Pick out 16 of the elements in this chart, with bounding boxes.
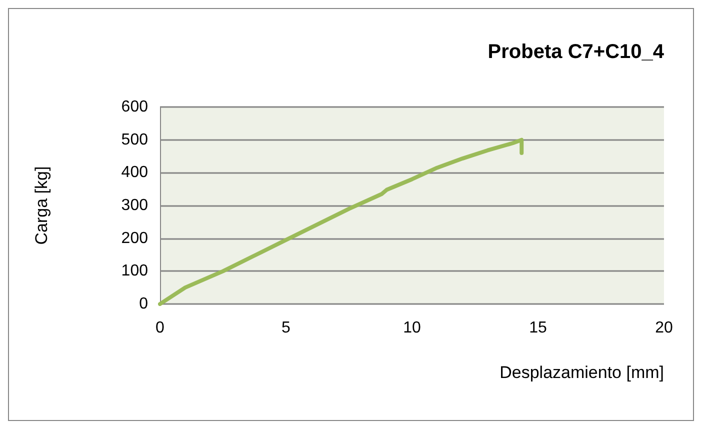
- y-tick-label: 100: [121, 262, 148, 280]
- chart-title: Probeta C7+C10_4: [488, 41, 665, 63]
- x-axis-title: Desplazamiento [mm]: [500, 363, 664, 382]
- x-tick-label: 20: [655, 320, 673, 336]
- y-tick-label: 300: [121, 197, 148, 214]
- y-tick-label: 400: [121, 164, 148, 182]
- x-tick-label: 15: [529, 320, 547, 336]
- y-tick-label: 500: [121, 131, 148, 148]
- line-series: [158, 138, 524, 306]
- y-tick-label: 200: [121, 230, 148, 247]
- x-tick-label: 10: [403, 320, 421, 336]
- x-tick-label: 5: [282, 320, 291, 336]
- y-tick-label: 0: [139, 296, 148, 312]
- y-tick-label: 600: [121, 98, 148, 116]
- y-axis-title: Carga [kg]: [32, 166, 51, 245]
- x-tick-label: 0: [156, 320, 165, 336]
